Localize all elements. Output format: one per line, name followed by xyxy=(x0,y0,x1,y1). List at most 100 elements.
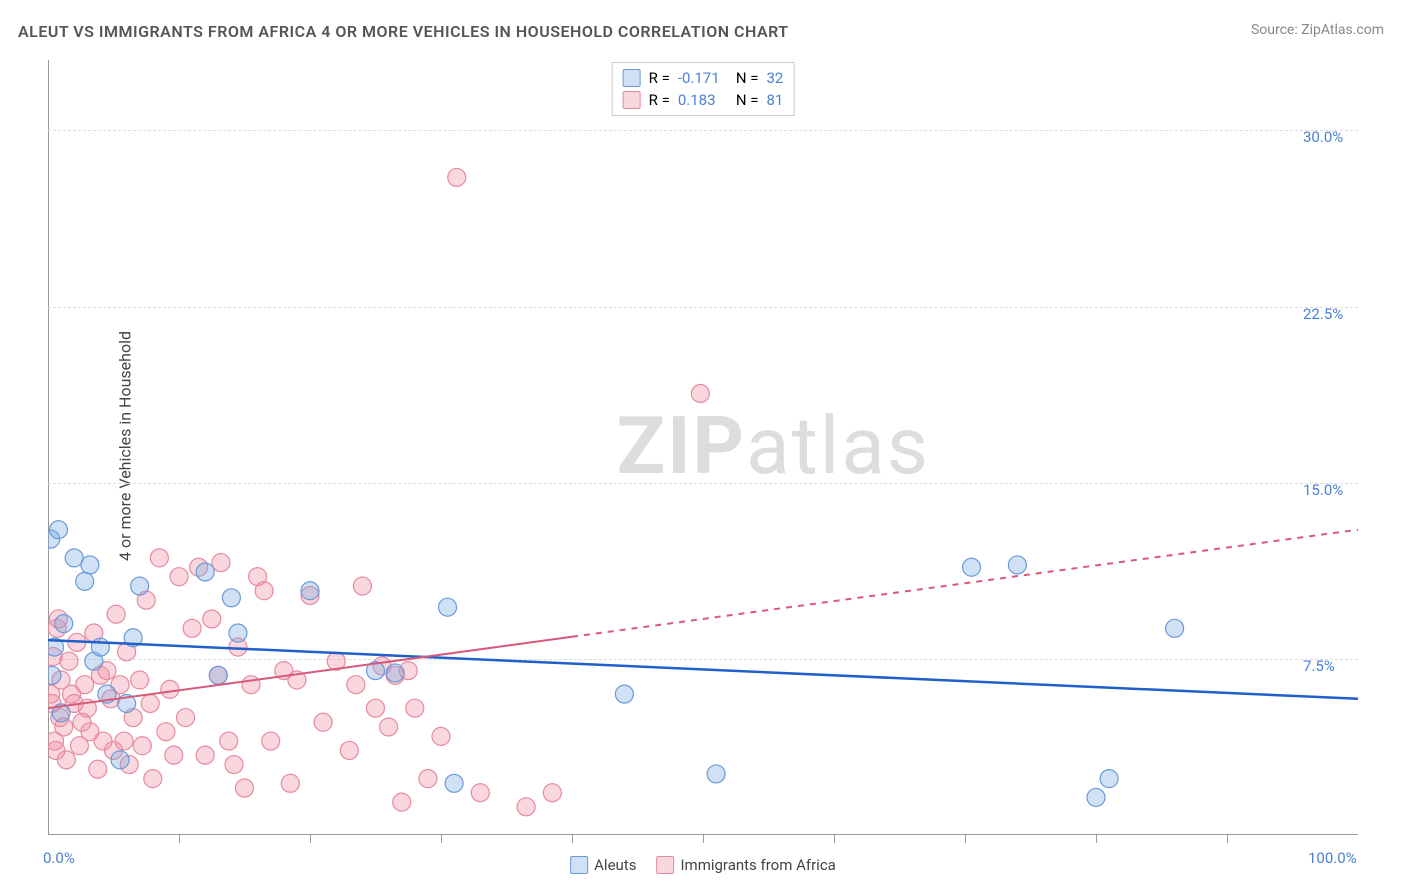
scatter-point xyxy=(111,751,129,769)
scatter-point xyxy=(340,741,358,759)
source-attribution: Source: ZipAtlas.com xyxy=(1251,22,1384,38)
scatter-point xyxy=(89,760,107,778)
scatter-point xyxy=(141,694,159,712)
xtick xyxy=(310,835,311,843)
swatch-aleuts-icon xyxy=(570,856,588,874)
scatter-point xyxy=(517,798,535,816)
scatter-point xyxy=(133,737,151,755)
scatter-point xyxy=(183,619,201,637)
chart-svg xyxy=(48,60,1358,835)
xtick-label-min: 0.0% xyxy=(43,849,75,867)
scatter-point xyxy=(445,774,463,792)
scatter-point xyxy=(48,666,61,684)
scatter-point xyxy=(115,732,133,750)
swatch-immigrants-icon xyxy=(656,856,674,874)
scatter-point xyxy=(170,568,188,586)
swatch-aleuts xyxy=(623,69,641,87)
scatter-point xyxy=(55,615,73,633)
xtick xyxy=(703,835,704,843)
scatter-point xyxy=(131,671,149,689)
r-value-immigrants: 0.183 xyxy=(678,91,728,109)
scatter-point xyxy=(691,384,709,402)
scatter-point xyxy=(301,582,319,600)
scatter-point xyxy=(222,589,240,607)
xtick xyxy=(572,835,573,843)
scatter-point xyxy=(406,699,424,717)
n-value-aleuts: 32 xyxy=(766,69,783,87)
scatter-point xyxy=(161,680,179,698)
scatter-point xyxy=(76,676,94,694)
legend-row-aleuts: R = -0.171 N = 32 xyxy=(623,67,784,89)
xtick xyxy=(1096,835,1097,843)
scatter-point xyxy=(393,793,411,811)
scatter-point xyxy=(471,784,489,802)
xtick xyxy=(965,835,966,843)
scatter-point xyxy=(177,709,195,727)
scatter-point xyxy=(1166,619,1184,637)
scatter-point xyxy=(963,558,981,576)
scatter-point xyxy=(212,554,230,572)
scatter-point xyxy=(60,652,78,670)
scatter-point xyxy=(281,774,299,792)
legend-label-immigrants: Immigrants from Africa xyxy=(680,856,835,874)
scatter-point xyxy=(236,779,254,797)
xtick-label-max: 100.0% xyxy=(1308,849,1357,867)
scatter-point xyxy=(196,746,214,764)
scatter-point xyxy=(196,563,214,581)
r-value-aleuts: -0.171 xyxy=(678,69,728,87)
scatter-point xyxy=(419,770,437,788)
scatter-point xyxy=(1008,556,1026,574)
scatter-point xyxy=(707,765,725,783)
legend-item-aleuts: Aleuts xyxy=(570,856,636,874)
scatter-point xyxy=(543,784,561,802)
legend-series: Aleuts Immigrants from Africa xyxy=(570,856,836,874)
xtick xyxy=(834,835,835,843)
chart-title: ALEUT VS IMMIGRANTS FROM AFRICA 4 OR MOR… xyxy=(18,22,789,41)
scatter-point xyxy=(203,610,221,628)
trend-line xyxy=(572,530,1358,637)
r-label: R = xyxy=(649,69,670,87)
scatter-point xyxy=(107,605,125,623)
scatter-point xyxy=(432,727,450,745)
scatter-point xyxy=(386,664,404,682)
scatter-point xyxy=(314,713,332,731)
legend-label-aleuts: Aleuts xyxy=(594,856,636,874)
scatter-point xyxy=(144,770,162,788)
scatter-point xyxy=(131,577,149,595)
legend-item-immigrants: Immigrants from Africa xyxy=(656,856,835,874)
scatter-point xyxy=(367,699,385,717)
scatter-point xyxy=(49,521,67,539)
r-label: R = xyxy=(649,91,670,109)
n-label: N = xyxy=(736,91,759,109)
scatter-point xyxy=(91,638,109,656)
scatter-point xyxy=(380,718,398,736)
scatter-point xyxy=(448,168,466,186)
scatter-point xyxy=(255,582,273,600)
scatter-point xyxy=(165,746,183,764)
scatter-point xyxy=(209,666,227,684)
n-label: N = xyxy=(736,69,759,87)
legend-row-immigrants: R = 0.183 N = 81 xyxy=(623,89,784,111)
scatter-point xyxy=(347,676,365,694)
scatter-point xyxy=(150,549,168,567)
scatter-point xyxy=(81,556,99,574)
scatter-point xyxy=(262,732,280,750)
xtick xyxy=(1227,835,1228,843)
scatter-point xyxy=(220,732,238,750)
scatter-point xyxy=(439,598,457,616)
swatch-immigrants xyxy=(623,91,641,109)
scatter-point xyxy=(353,577,371,595)
legend-correlation: R = -0.171 N = 32 R = 0.183 N = 81 xyxy=(612,62,795,116)
scatter-point xyxy=(225,756,243,774)
scatter-point xyxy=(76,572,94,590)
scatter-point xyxy=(57,751,75,769)
scatter-point xyxy=(1100,770,1118,788)
n-value-immigrants: 81 xyxy=(766,91,783,109)
scatter-point xyxy=(615,685,633,703)
xtick xyxy=(441,835,442,843)
scatter-point xyxy=(229,624,247,642)
scatter-point xyxy=(242,676,260,694)
scatter-point xyxy=(157,723,175,741)
xtick xyxy=(179,835,180,843)
scatter-point xyxy=(1087,788,1105,806)
